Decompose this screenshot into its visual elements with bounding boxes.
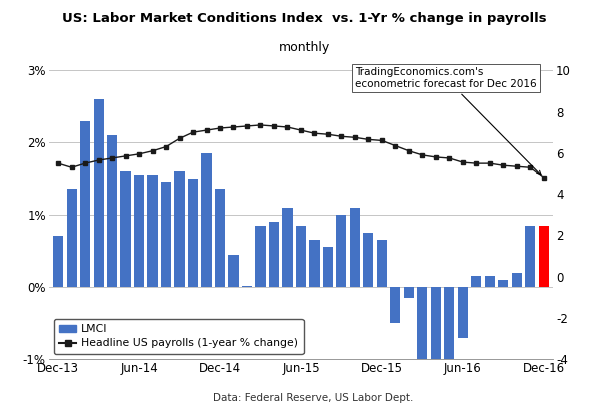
Bar [148,175,157,287]
Bar [390,287,401,323]
Bar [377,240,387,287]
Bar [188,178,198,287]
Bar [444,287,454,359]
Bar [458,287,468,337]
Bar [404,287,414,298]
Bar [512,273,522,287]
Bar [269,222,279,287]
Bar [53,236,63,287]
Bar [309,240,320,287]
Text: TradingEconomics.com's
econometric forecast for Dec 2016: TradingEconomics.com's econometric forec… [355,67,541,175]
Bar [323,247,333,287]
Text: monthly: monthly [278,41,330,54]
Bar [296,225,306,287]
Bar [485,276,495,287]
Bar [525,225,536,287]
Bar [215,190,225,287]
Bar [255,225,266,287]
Bar [364,233,373,287]
Bar [120,171,131,287]
Text: TradingFloor·com: TradingFloor·com [26,391,122,401]
Bar [94,99,103,287]
Text: Data: Federal Reserve, US Labor Dept.: Data: Federal Reserve, US Labor Dept. [213,393,413,403]
Text: US: Labor Market Conditions Index  vs. 1-Yr % change in payrolls: US: Labor Market Conditions Index vs. 1-… [61,12,547,25]
Bar [66,190,77,287]
Bar [539,225,549,287]
Legend: LMCI, Headline US payrolls (1-year % change): LMCI, Headline US payrolls (1-year % cha… [54,319,303,354]
Bar [201,153,212,287]
Bar [282,207,292,287]
Bar [174,171,185,287]
Bar [471,276,482,287]
Text: SAXO
GROUP: SAXO GROUP [0,391,22,402]
Bar [431,287,441,413]
Bar [80,121,90,287]
Bar [242,286,252,287]
Bar [336,215,347,287]
Bar [350,207,360,287]
Bar [417,287,427,359]
Bar [107,135,117,287]
Bar [161,182,171,287]
Bar [499,280,508,287]
Bar [229,254,238,287]
Bar [134,175,144,287]
